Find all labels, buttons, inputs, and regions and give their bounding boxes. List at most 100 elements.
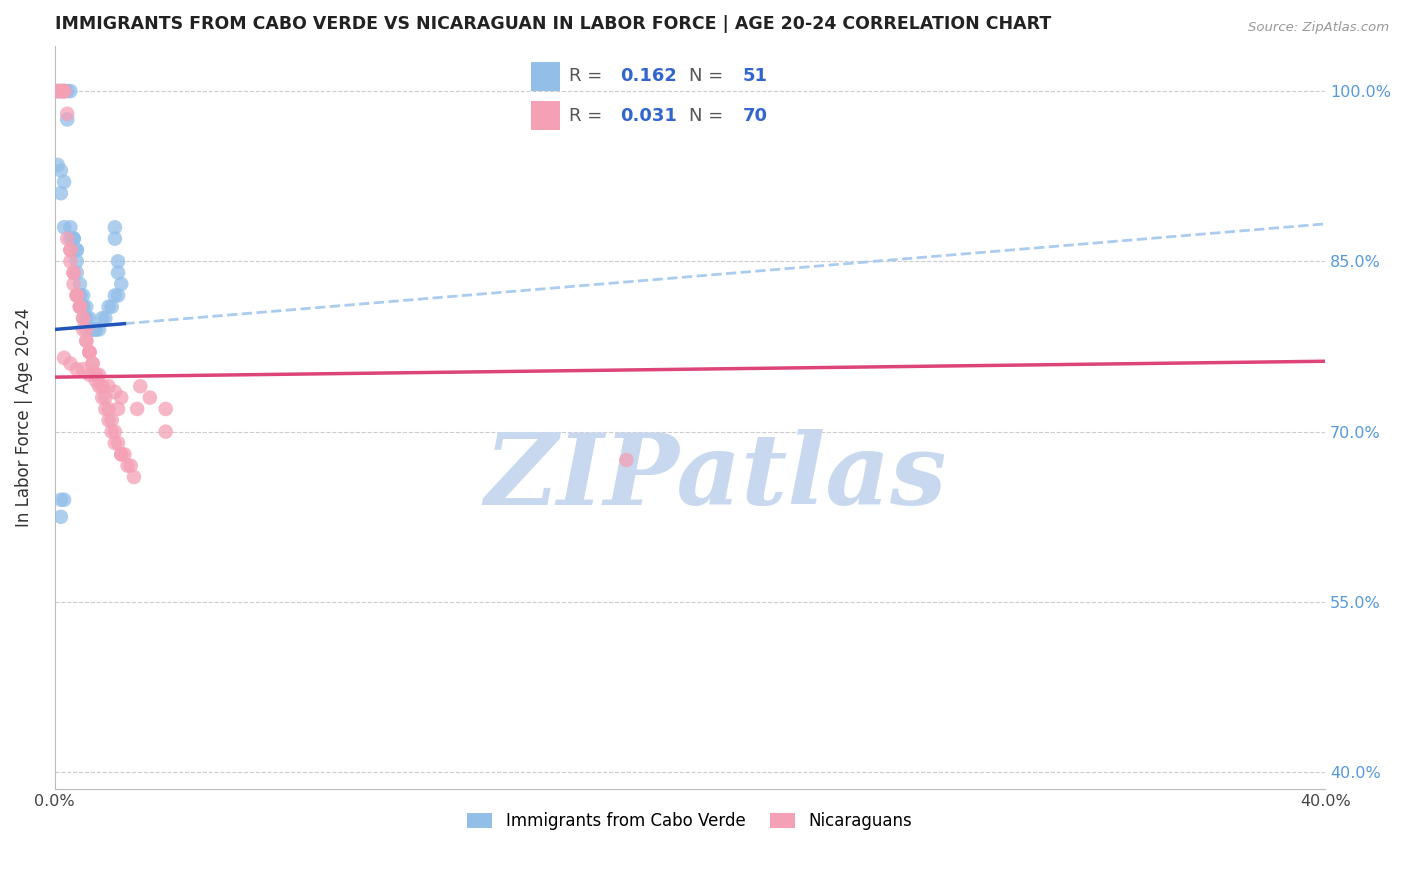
Point	[75, 334, 97, 348]
Point	[66, 254, 89, 268]
Point	[110, 447, 132, 461]
Point	[56, 232, 79, 246]
Point	[84, 374, 107, 388]
Point	[104, 384, 127, 399]
Point	[72, 311, 94, 326]
Y-axis label: In Labor Force | Age 20-24: In Labor Force | Age 20-24	[15, 308, 32, 527]
Point	[117, 458, 139, 473]
Point	[104, 220, 127, 235]
Point	[107, 254, 129, 268]
Text: IMMIGRANTS FROM CABO VERDE VS NICARAGUAN IN LABOR FORCE | AGE 20-24 CORRELATION : IMMIGRANTS FROM CABO VERDE VS NICARAGUAN…	[55, 15, 1050, 33]
Point	[82, 357, 104, 371]
Point	[56, 84, 79, 98]
Point	[84, 368, 107, 382]
Point	[53, 84, 76, 98]
Point	[62, 266, 84, 280]
Point	[104, 232, 127, 246]
Point	[155, 401, 177, 416]
Point	[69, 288, 91, 302]
Point	[62, 277, 84, 291]
Point	[82, 322, 104, 336]
Point	[79, 368, 101, 382]
Point	[72, 362, 94, 376]
Point	[91, 311, 114, 326]
Point	[62, 232, 84, 246]
Point	[84, 368, 107, 382]
Point	[129, 379, 152, 393]
Point	[97, 401, 120, 416]
Point	[53, 220, 76, 235]
Point	[155, 425, 177, 439]
Point	[66, 243, 89, 257]
Point	[79, 345, 101, 359]
Point	[104, 436, 127, 450]
Point	[49, 186, 72, 201]
Point	[56, 112, 79, 127]
Point	[49, 84, 72, 98]
Point	[107, 401, 129, 416]
Point	[91, 379, 114, 393]
Point	[53, 84, 76, 98]
Point	[87, 322, 110, 336]
Point	[59, 357, 82, 371]
Point	[59, 254, 82, 268]
Point	[46, 84, 69, 98]
Point	[62, 232, 84, 246]
Point	[91, 391, 114, 405]
Point	[62, 232, 84, 246]
Point	[82, 322, 104, 336]
Point	[59, 232, 82, 246]
Point	[75, 311, 97, 326]
Point	[107, 266, 129, 280]
Point	[87, 368, 110, 382]
Point	[100, 300, 122, 314]
Point	[72, 311, 94, 326]
Point	[46, 158, 69, 172]
Point	[53, 175, 76, 189]
Point	[46, 84, 69, 98]
Point	[69, 300, 91, 314]
Point	[94, 391, 117, 405]
Point	[56, 107, 79, 121]
Point	[97, 413, 120, 427]
Point	[72, 300, 94, 314]
Point	[107, 436, 129, 450]
Point	[110, 277, 132, 291]
Point	[69, 300, 91, 314]
Point	[46, 84, 69, 98]
Point	[104, 425, 127, 439]
Point	[94, 311, 117, 326]
Point	[79, 345, 101, 359]
Point	[59, 243, 82, 257]
Point	[49, 163, 72, 178]
Point	[127, 401, 149, 416]
Point	[139, 391, 162, 405]
Point	[53, 492, 76, 507]
Point	[66, 362, 89, 376]
Point	[53, 84, 76, 98]
Point	[72, 300, 94, 314]
Point	[110, 447, 132, 461]
Point	[87, 379, 110, 393]
Point	[72, 322, 94, 336]
Point	[59, 84, 82, 98]
Point	[75, 311, 97, 326]
Point	[49, 509, 72, 524]
Point	[82, 357, 104, 371]
Point	[59, 243, 82, 257]
Point	[53, 84, 76, 98]
Point	[69, 277, 91, 291]
Point	[62, 266, 84, 280]
Point	[79, 345, 101, 359]
Point	[84, 322, 107, 336]
Point	[66, 288, 89, 302]
Point	[69, 300, 91, 314]
Point	[66, 288, 89, 302]
Point	[66, 243, 89, 257]
Point	[110, 391, 132, 405]
Point	[112, 447, 135, 461]
Point	[91, 379, 114, 393]
Point	[84, 322, 107, 336]
Point	[66, 288, 89, 302]
Point	[75, 300, 97, 314]
